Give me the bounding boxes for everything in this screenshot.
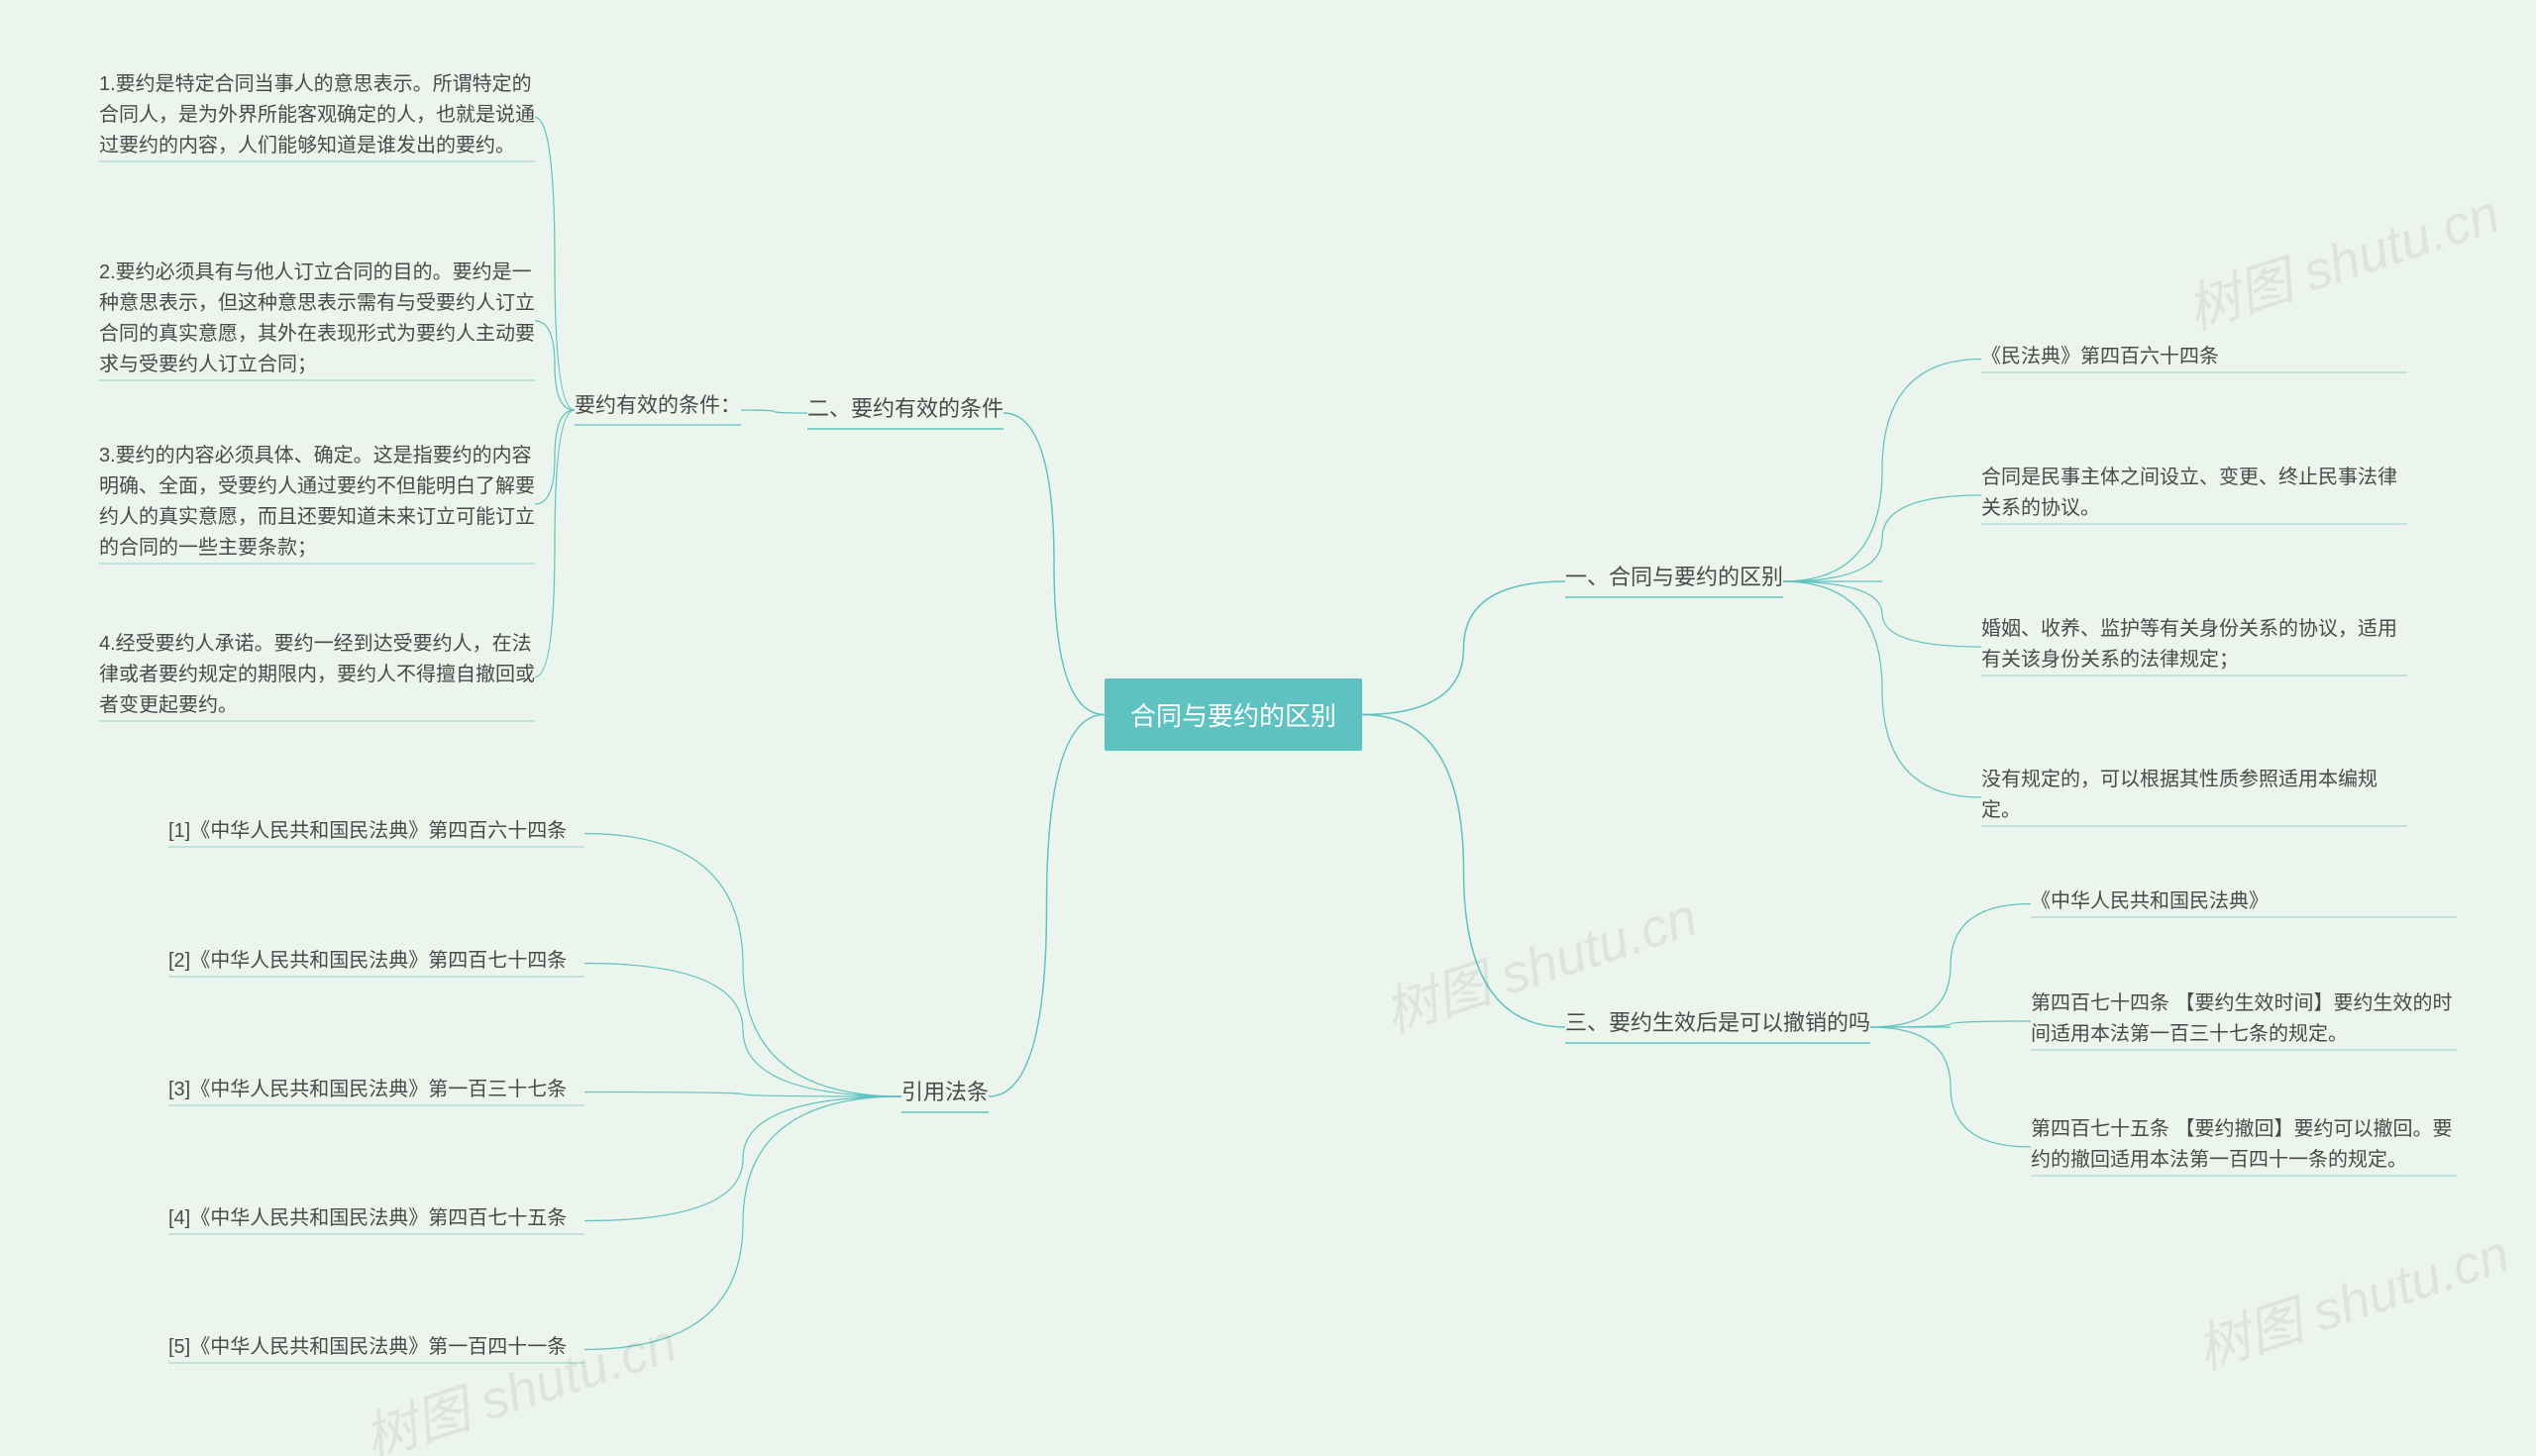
leaf-node: [2]《中华人民共和国民法典》第四百七十四条 [168, 946, 584, 977]
leaf-node: 婚姻、收养、监护等有关身份关系的协议，适用有关该身份关系的法律规定； [1981, 614, 2407, 676]
leaf-node: 4.经受要约人承诺。要约一经到达受要约人，在法律或者要约规定的期限内，要约人不得… [99, 629, 535, 721]
leaf-node: 第四百七十四条 【要约生效时间】要约生效的时间适用本法第一百三十七条的规定。 [2031, 988, 2457, 1050]
leaf-node: 1.要约是特定合同当事人的意思表示。所谓特定的合同人，是为外界所能客观确定的人，… [99, 69, 535, 161]
leaf-node: 《民法典》第四百六十四条 [1981, 342, 2407, 372]
branch-node: 一、合同与要约的区别 [1565, 560, 1783, 597]
leaf-node: 《中华人民共和国民法典》 [2031, 886, 2457, 917]
leaf-node: 合同是民事主体之间设立、变更、终止民事法律关系的协议。 [1981, 463, 2407, 524]
leaf-node: 第四百七十五条 【要约撤回】要约可以撤回。要约的撤回适用本法第一百四十一条的规定… [2031, 1114, 2457, 1176]
leaf-node: 3.要约的内容必须具体、确定。这是指要约的内容明确、全面，受要约人通过要约不但能… [99, 441, 535, 564]
watermark: 树图 shutu.cn [2175, 169, 2508, 344]
sub-node: 要约有效的条件： [575, 389, 741, 425]
watermark: 树图 shutu.cn [353, 1299, 686, 1456]
leaf-node: 2.要约必须具有与他人订立合同的目的。要约是一种意思表示，但这种意思表示需有与受… [99, 258, 535, 380]
leaf-node: 没有规定的，可以根据其性质参照适用本编规定。 [1981, 765, 2407, 826]
leaf-node: [4]《中华人民共和国民法典》第四百七十五条 [168, 1203, 584, 1234]
branch-node: 二、要约有效的条件 [807, 391, 1004, 429]
leaf-node: [5]《中华人民共和国民法典》第一百四十一条 [168, 1332, 584, 1363]
root-node: 合同与要约的区别 [1105, 678, 1362, 751]
leaf-node: [3]《中华人民共和国民法典》第一百三十七条 [168, 1075, 584, 1105]
watermark: 树图 shutu.cn [2185, 1209, 2518, 1384]
branch-node: 引用法条 [901, 1075, 989, 1112]
leaf-node: [1]《中华人民共和国民法典》第四百六十四条 [168, 816, 584, 847]
branch-node: 三、要约生效后是可以撤销的吗 [1565, 1005, 1870, 1043]
